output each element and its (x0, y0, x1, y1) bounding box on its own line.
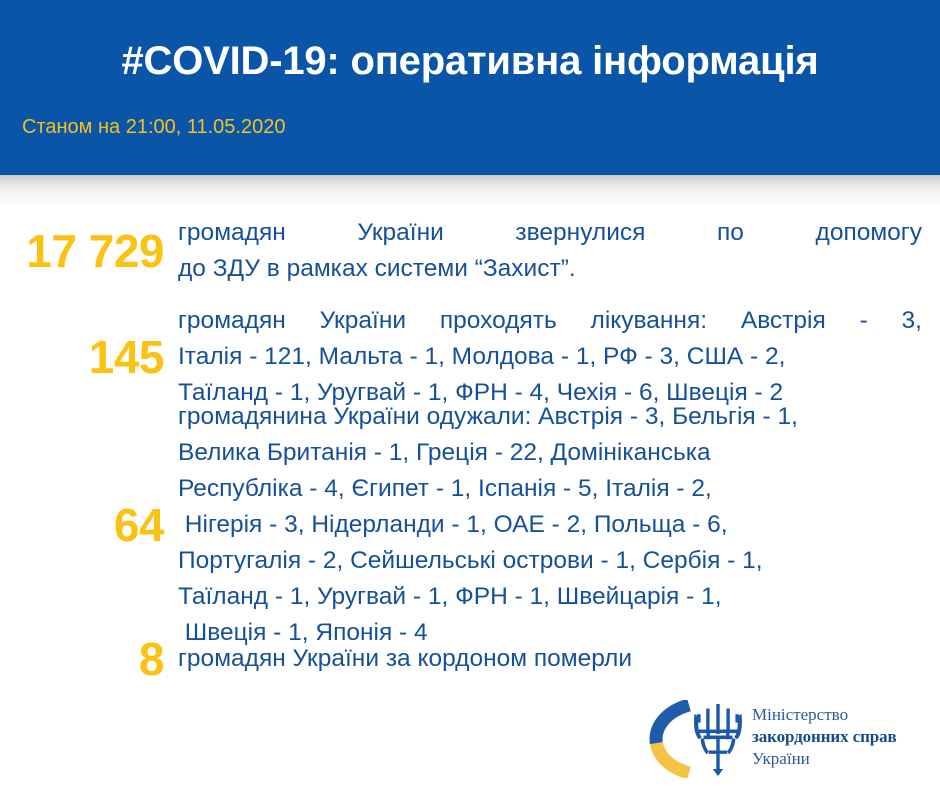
mfa-logo-line-2: закордонних справ (752, 727, 897, 746)
stat-line: Велика Британія - 1, Греція - 22, Доміні… (178, 438, 711, 466)
stat-line: Таїланд - 1, Уругвай - 1, ФРН - 1, Швейц… (178, 582, 722, 610)
page-title: #COVID-19: оперативна інформація (121, 39, 819, 83)
ukraine-arc-icon (649, 700, 692, 778)
stat-number: 8 (138, 633, 165, 685)
stat-line: громадянина України одужали: Австрія - 3… (178, 402, 798, 430)
stat-row: 145 громадян України проходять лікування… (0, 302, 940, 412)
stat-line: громадян України проходять лікування: Ав… (178, 307, 922, 334)
stat-row: 64 громадянина України одужали: Австрія … (0, 403, 940, 646)
poster-header: #COVID-19: оперативна інформація Станом … (0, 0, 940, 175)
stat-line: Республіка - 4, Єгипет - 1, Іспанія - 5,… (178, 474, 712, 502)
stat-number: 64 (113, 498, 165, 551)
tryzub-icon (694, 704, 742, 776)
timestamp-label: Станом на 21:00, 11.05.2020 (22, 116, 286, 138)
mfa-logo: Міністерство закордонних справ України (648, 698, 933, 780)
stat-description: громадянина України одужали: Австрія - 3… (178, 399, 940, 651)
stat-number: 17 729 (26, 225, 164, 277)
stat-line: Таїланд - 1, Уругвай - 1, ФРН - 4, Чехія… (178, 379, 784, 406)
stat-row: 8 громадян України за кордоном померли (0, 633, 940, 685)
stat-description: громадян України за кордоном померли (178, 641, 940, 677)
mfa-logo-text: Міністерство закордонних справ України (752, 704, 932, 770)
stat-line: громадян України за кордоном померли (178, 645, 633, 672)
stat-line: громадян України звернулися по допомогу (178, 219, 922, 246)
stat-description: громадян України проходять лікування: Ав… (178, 303, 940, 411)
stat-row: 17 729 громадян України звернулися по до… (0, 200, 940, 302)
stat-line: Нігерія - 3, Нідерланди - 1, ОАЕ - 2, По… (178, 510, 728, 538)
stat-description: громадян України звернулися по допомогу … (178, 215, 940, 287)
stat-line: Італія - 121, Мальта - 1, Молдова - 1, Р… (178, 343, 786, 370)
mfa-logo-line-1: Міністерство (752, 705, 849, 724)
stat-line: до ЗДУ в рамках системи “Захист”. (178, 255, 576, 282)
statistics-list: 17 729 громадян України звернулися по до… (0, 200, 940, 685)
stat-line: Швеція - 1, Японія - 4 (178, 618, 428, 646)
stat-number: 145 (88, 331, 165, 383)
mfa-logo-line-3: України (752, 749, 810, 768)
stat-line: Португалія - 2, Сейшельські острови - 1,… (178, 546, 763, 574)
